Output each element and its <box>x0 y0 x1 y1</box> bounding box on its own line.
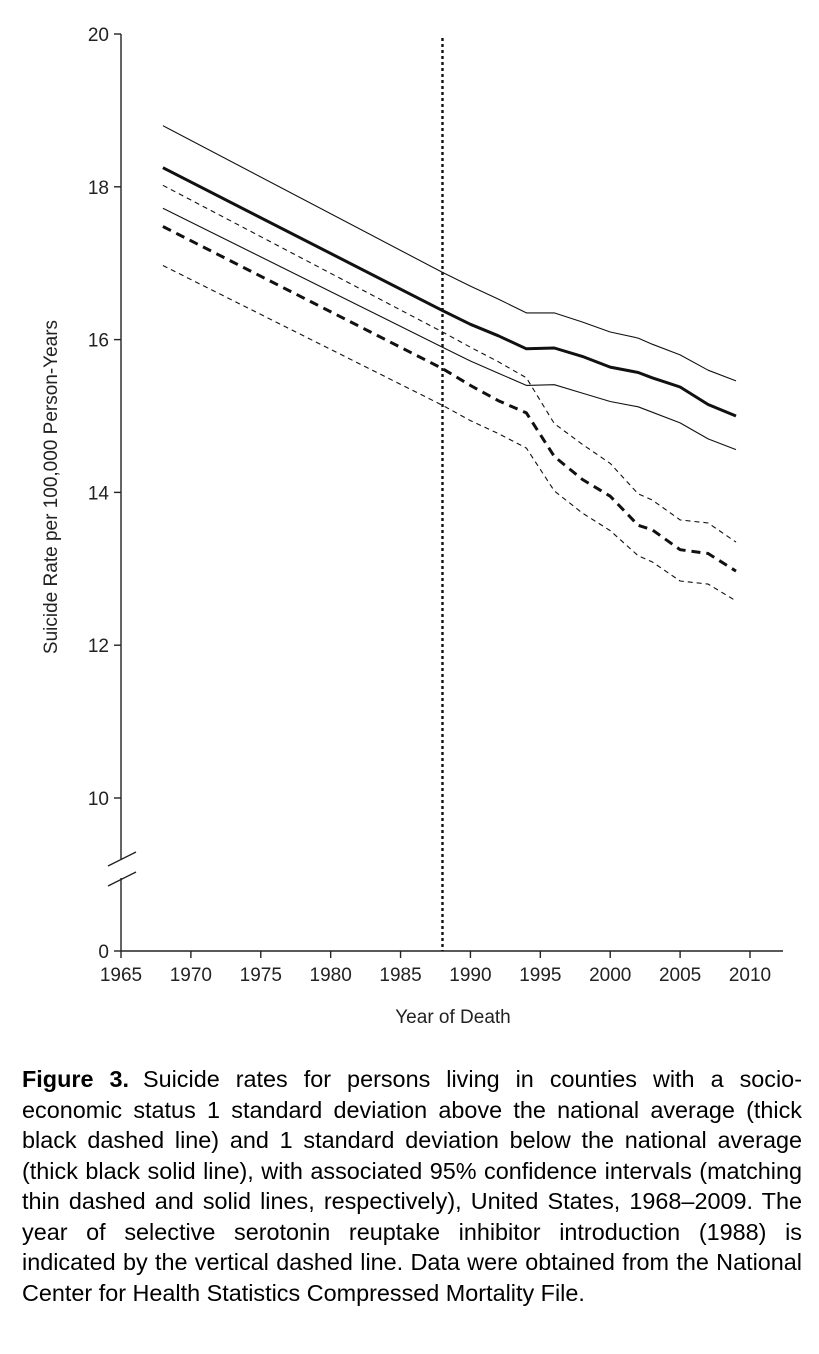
x-tick-label: 1975 <box>240 965 282 986</box>
y-axis-label: Suicide Rate per 100,000 Person-Years <box>41 320 62 654</box>
y-tick-label: 20 <box>88 25 109 46</box>
x-tick-label: 1965 <box>100 965 142 986</box>
x-tick-label: 2000 <box>589 965 631 986</box>
x-tick-label: 2005 <box>659 965 701 986</box>
x-tick-label: 1990 <box>449 965 491 986</box>
suicide-rate-chart: 0 10 12 14 16 18 20 1965 1970 1975 1980 1985 1990 199… <box>41 25 783 1028</box>
series-line-thick-dashed-4 <box>162 225 737 573</box>
y-tick-label: 16 <box>88 331 109 352</box>
y-axis-break-mark-upper <box>107 851 137 867</box>
x-axis-label: Year of Death <box>395 1007 511 1028</box>
y-axis-break-mark-lower <box>107 871 137 887</box>
series-layer <box>162 125 737 602</box>
x-tick-label: 1980 <box>310 965 352 986</box>
figure-caption-text: Suicide rates for persons living in coun… <box>22 1066 802 1306</box>
figure-label: Figure 3. <box>22 1066 129 1092</box>
y-tick-label: 18 <box>88 178 109 199</box>
x-tick-label: 1985 <box>379 965 421 986</box>
x-tick-label: 2010 <box>729 965 771 986</box>
series-line-thin-solid-0 <box>162 125 737 382</box>
x-tick-label: 1995 <box>519 965 561 986</box>
series-line-thin-solid-2 <box>162 207 737 451</box>
series-line-thin-dashed-3 <box>162 184 737 543</box>
series-line-thin-dashed-5 <box>162 265 737 602</box>
series-line-thick-solid-1 <box>162 166 737 418</box>
figure-caption: Figure 3. Suicide rates for persons livin… <box>22 1064 802 1308</box>
axes-layer: 0 10 12 14 16 18 20 1965 1970 1975 1980 1985 1990 199… <box>88 25 783 986</box>
x-tick-label: 1970 <box>170 965 212 986</box>
y-tick-label: 10 <box>88 789 109 810</box>
y-tick-label: 0 <box>98 942 109 963</box>
y-tick-label: 12 <box>88 636 109 657</box>
y-tick-label: 14 <box>88 483 110 504</box>
